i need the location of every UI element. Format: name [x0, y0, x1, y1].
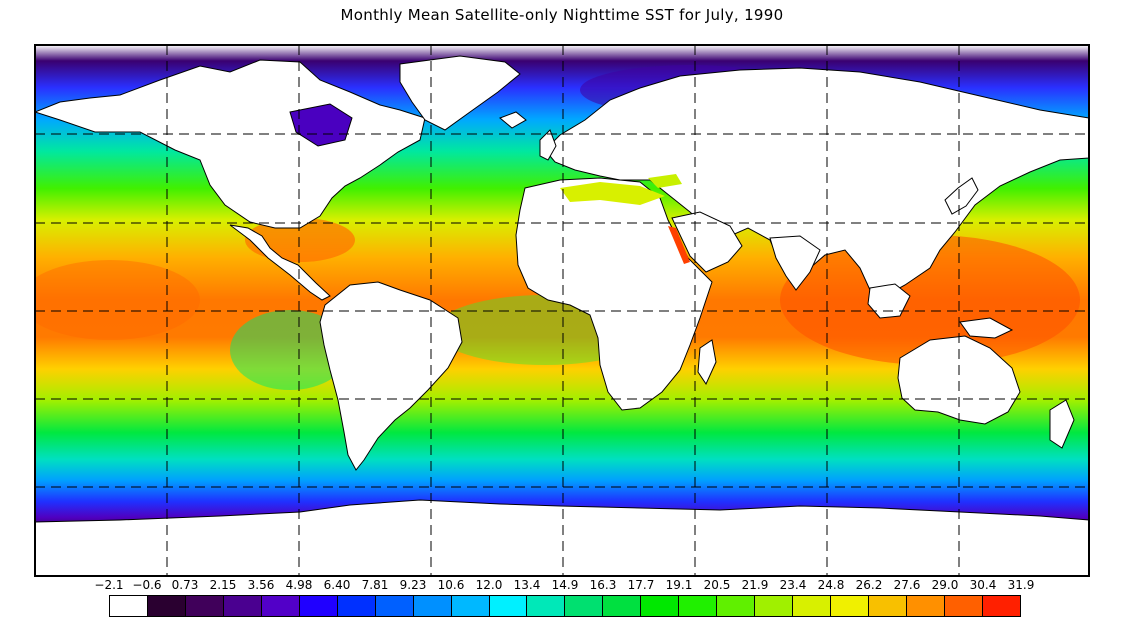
- legend-label: −0.6: [132, 578, 162, 592]
- legend-swatch: [907, 596, 945, 616]
- land-new-zealand: [1049, 399, 1075, 449]
- legend-label: 14.9: [551, 578, 579, 592]
- land-iceland: [499, 111, 527, 129]
- legend-swatch: [982, 596, 1020, 616]
- legend-label: 10.6: [437, 578, 465, 592]
- legend-label: 31.9: [1007, 578, 1035, 592]
- legend-label: 2.15: [209, 578, 237, 592]
- legend-swatch: [565, 596, 604, 616]
- legend-label: 0.73: [171, 578, 199, 592]
- legend-label: 6.40: [323, 578, 351, 592]
- legend-label: 16.3: [589, 578, 617, 592]
- legend-swatch: [679, 596, 718, 616]
- legend-swatch: [413, 596, 452, 616]
- legend-label: 3.56: [247, 578, 275, 592]
- legend-label: 19.1: [665, 578, 693, 592]
- graticule: [35, 45, 1089, 576]
- legend-label: 13.4: [513, 578, 541, 592]
- land-borneo: [867, 283, 911, 319]
- legend-label: 26.2: [855, 578, 883, 592]
- legend-swatch: [223, 596, 262, 616]
- land-europe-asia: [544, 67, 1089, 297]
- legend-label: 12.0: [475, 578, 503, 592]
- land-new-guinea: [959, 317, 1014, 339]
- color-legend: [109, 595, 1021, 617]
- land-africa: [515, 177, 713, 411]
- legend-label: 27.6: [893, 578, 921, 592]
- legend-swatch: [337, 596, 376, 616]
- legend-swatch: [755, 596, 794, 616]
- legend-swatch: [793, 596, 832, 616]
- land-madagascar: [697, 339, 717, 386]
- land-uk: [539, 129, 557, 161]
- legend-swatch: [451, 596, 490, 616]
- legend-swatch: [375, 596, 414, 616]
- legend-swatch: [717, 596, 756, 616]
- legend-label: 4.98: [285, 578, 313, 592]
- black-sea: [648, 174, 682, 188]
- legend-swatch: [869, 596, 908, 616]
- legend-label: 17.7: [627, 578, 655, 592]
- warm-pool-east-pacific: [35, 260, 200, 340]
- land-greenland: [399, 55, 521, 131]
- legend-swatch: [603, 596, 642, 616]
- legend-swatch: [831, 596, 870, 616]
- land-central-america: [229, 224, 331, 301]
- legend-swatch: [185, 596, 224, 616]
- legend-swatch: [489, 596, 528, 616]
- land-australia: [897, 335, 1021, 425]
- land-japan: [944, 177, 979, 215]
- legend-swatch: [147, 596, 186, 616]
- legend-label: 30.4: [969, 578, 997, 592]
- legend-label: 9.23: [399, 578, 427, 592]
- legend-label: 24.8: [817, 578, 845, 592]
- peru-cold-tongue: [230, 310, 350, 390]
- legend-label: 20.5: [703, 578, 731, 592]
- legend-swatch: [944, 596, 983, 616]
- legend-label: −2.1: [94, 578, 124, 592]
- map-title: Monthly Mean Satellite-only Nighttime SS…: [340, 6, 784, 24]
- legend-swatch: [110, 596, 148, 616]
- legend-label: 21.9: [741, 578, 769, 592]
- legend-label: 23.4: [779, 578, 807, 592]
- hudson-bay: [289, 103, 353, 147]
- legend-label: 7.81: [361, 578, 389, 592]
- legend-swatch: [527, 596, 566, 616]
- legend-swatch: [261, 596, 300, 616]
- land-north-america: [35, 59, 426, 229]
- legend-swatch: [641, 596, 680, 616]
- mediterranean-sea: [560, 182, 665, 205]
- legend-swatch: [299, 596, 338, 616]
- map-frame: [34, 44, 1090, 577]
- legend-label: 29.0: [931, 578, 959, 592]
- legend-labels: −2.1 −0.6 0.73 2.15 3.56 4.98 6.40 7.81 9.23 10.6…: [0, 578, 1124, 596]
- land-arabia: [671, 211, 743, 273]
- land-south-america: [319, 281, 463, 471]
- land-india: [769, 235, 821, 291]
- red-sea: [668, 226, 690, 264]
